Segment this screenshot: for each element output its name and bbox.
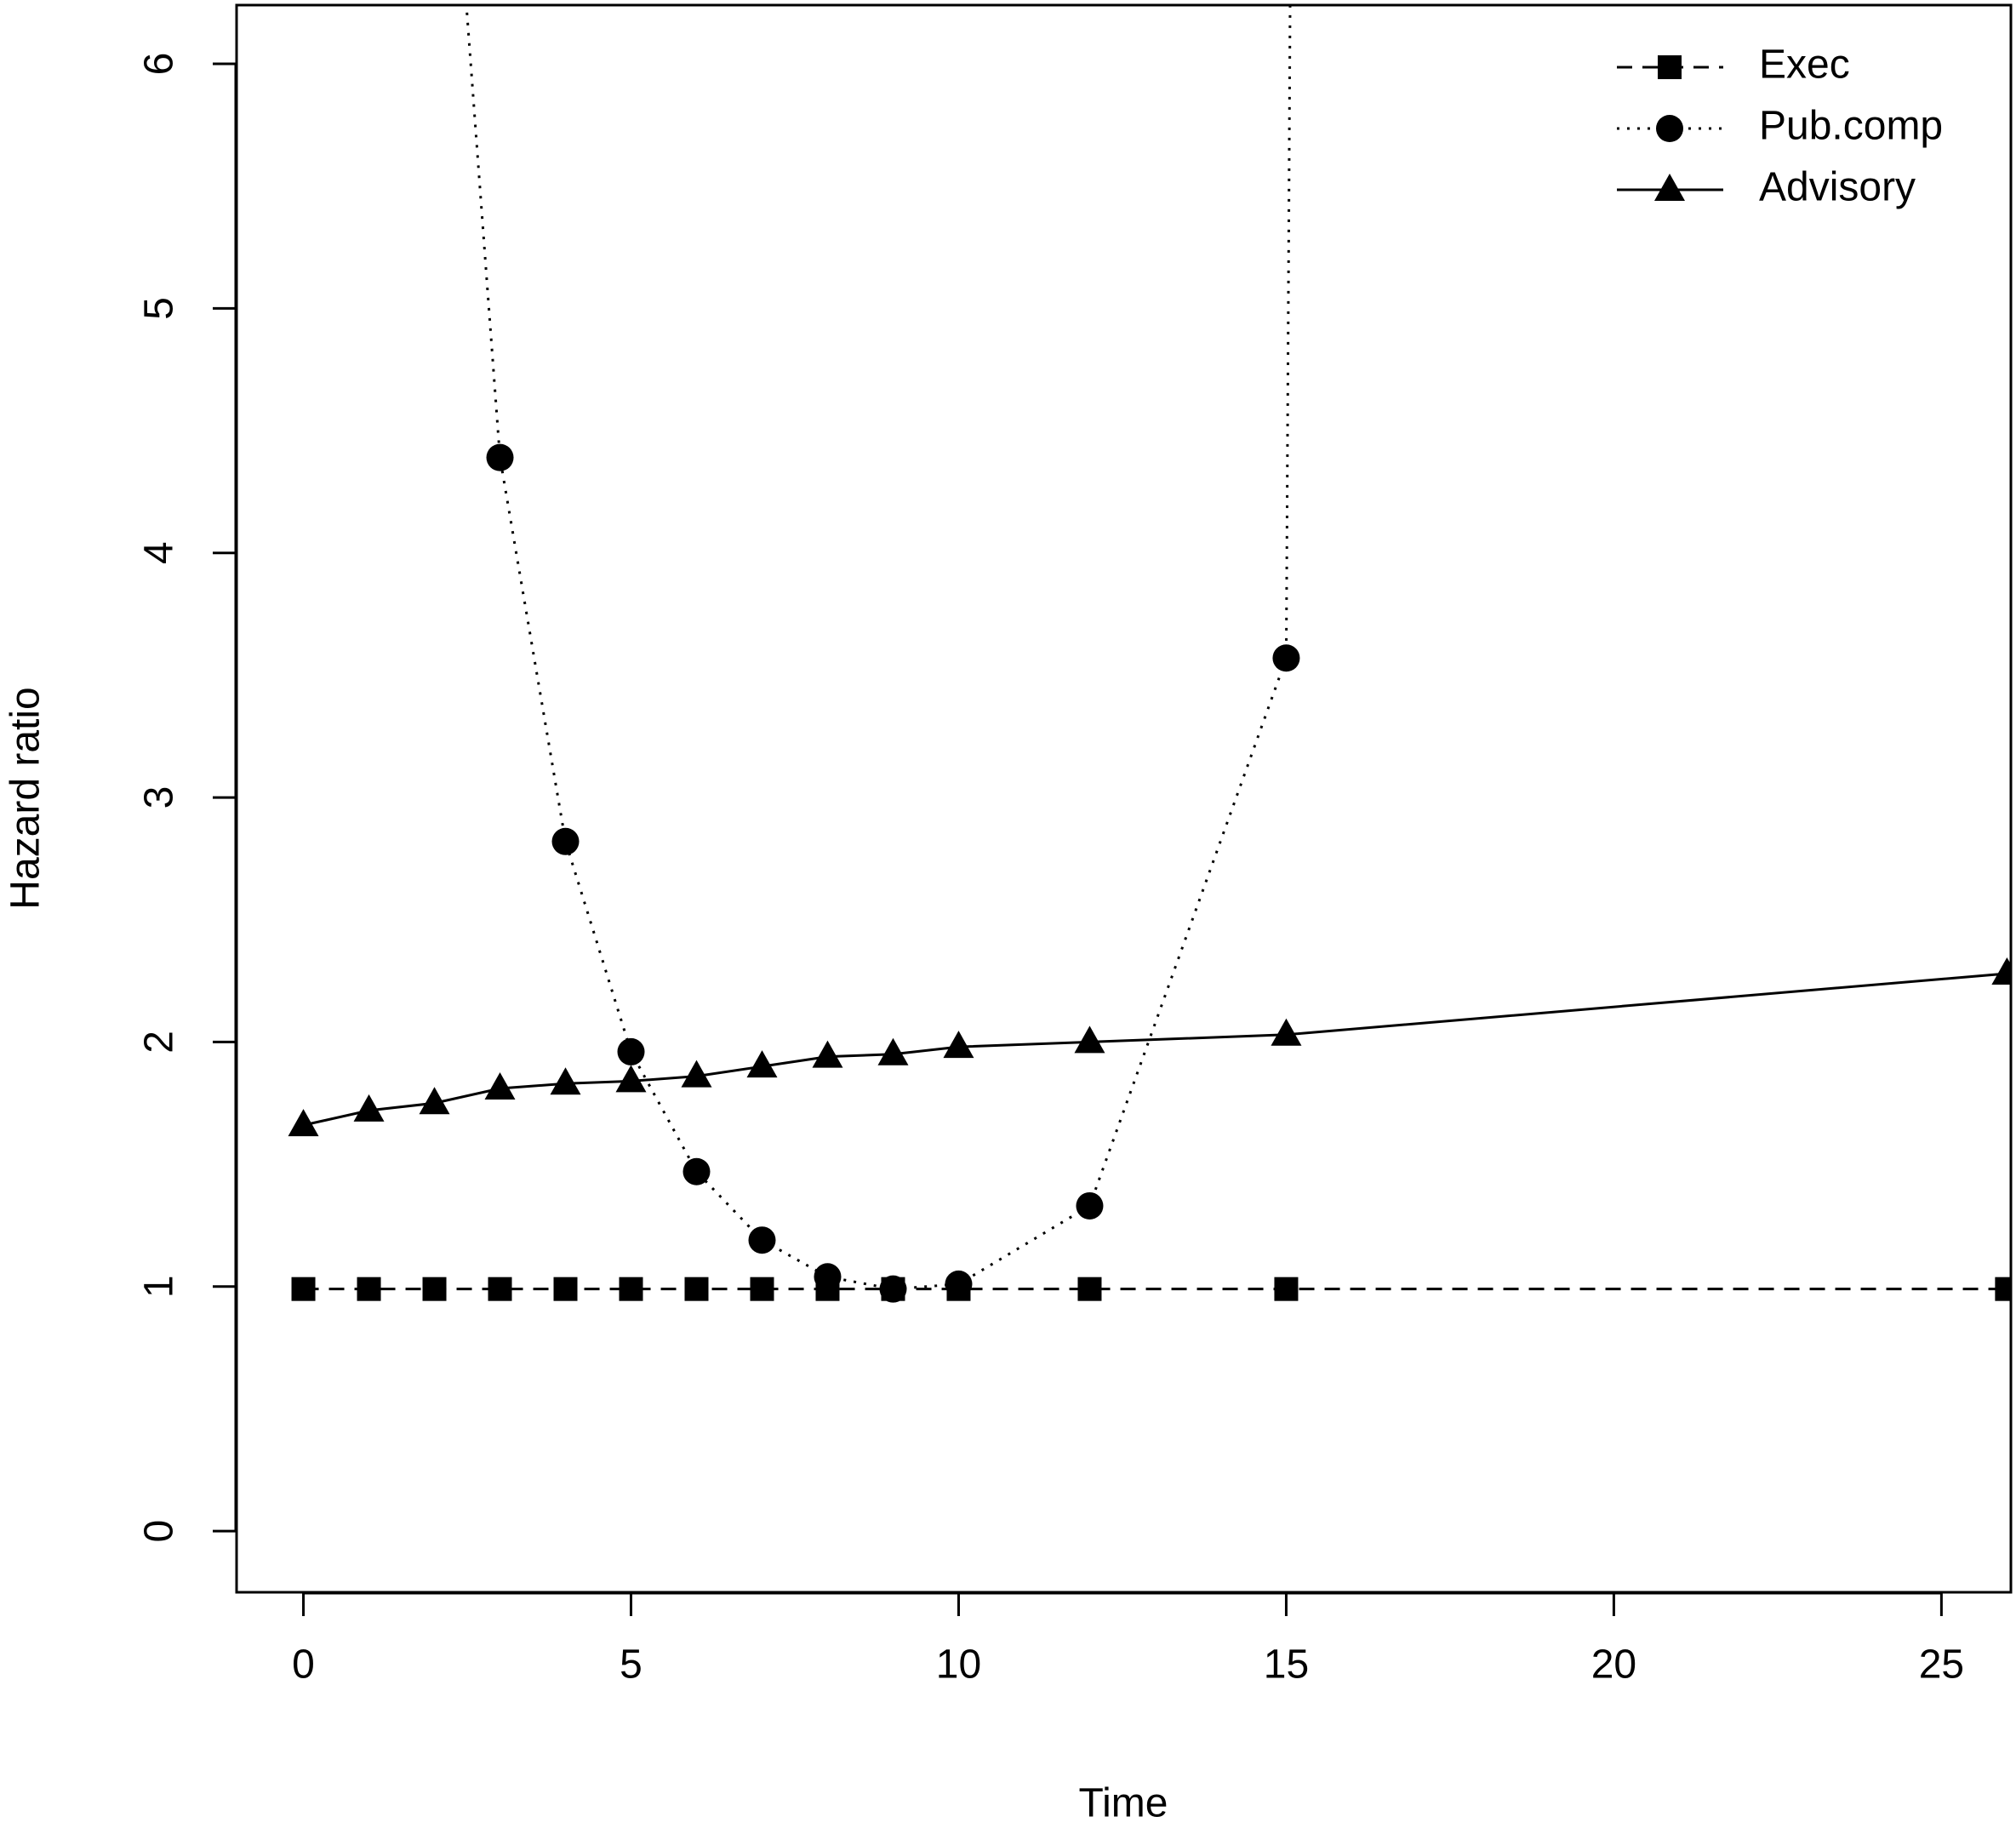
- point: [619, 1277, 643, 1301]
- y-tick-label: 4: [137, 541, 182, 564]
- y-tick-label: 2: [137, 1031, 182, 1054]
- point: [877, 1037, 909, 1065]
- y-tick-label: 3: [137, 786, 182, 809]
- point: [814, 1263, 842, 1291]
- point: [684, 1277, 709, 1301]
- y-tick-label: 1: [137, 1275, 182, 1298]
- plot-frame: [235, 3, 2013, 1594]
- point: [1074, 1025, 1105, 1054]
- point: [553, 1277, 578, 1301]
- point: [291, 1277, 316, 1301]
- x-tick-label: 10: [936, 1642, 981, 1688]
- point: [812, 1040, 843, 1068]
- x-axis-label: Time: [1079, 1781, 1168, 1826]
- point: [288, 1109, 319, 1137]
- legend-label: Exec: [1759, 43, 1850, 88]
- plot-area: [288, 5, 2011, 1303]
- x-tick-label: 15: [1264, 1642, 1309, 1688]
- legend-marker: [1658, 55, 1682, 79]
- y-tick-label: 5: [137, 297, 182, 320]
- point: [1274, 1277, 1299, 1301]
- point: [750, 1277, 774, 1301]
- x-tick-label: 0: [292, 1642, 315, 1688]
- point: [617, 1037, 645, 1065]
- legend-marker: [1656, 115, 1683, 142]
- point: [1271, 1018, 1302, 1046]
- x-tick-label: 25: [1919, 1642, 1964, 1688]
- series-line: [303, 972, 2007, 1127]
- legend-marker: [1654, 174, 1685, 201]
- point: [550, 1067, 581, 1095]
- y-tick-label: 0: [137, 1520, 182, 1543]
- point: [1995, 1277, 2011, 1301]
- point: [681, 1060, 712, 1088]
- point: [615, 1065, 647, 1093]
- y-axis-label: Hazard ratio: [3, 687, 49, 909]
- point: [419, 1087, 450, 1115]
- point: [422, 1277, 447, 1301]
- point: [551, 827, 580, 855]
- x-tick-label: 20: [1591, 1642, 1636, 1688]
- point: [1076, 1191, 1104, 1220]
- point: [1077, 1277, 1102, 1301]
- point: [943, 1031, 974, 1059]
- point: [484, 1072, 516, 1100]
- x-tick-label: 5: [620, 1642, 642, 1688]
- point: [748, 1226, 776, 1254]
- legend-label: Advisory: [1759, 165, 1916, 210]
- point: [1272, 644, 1300, 672]
- point: [1991, 957, 2011, 985]
- point: [746, 1050, 778, 1078]
- y-tick-label: 6: [137, 53, 182, 76]
- legend-label: Pub.comp: [1759, 104, 1943, 149]
- point: [353, 1094, 385, 1122]
- point: [357, 1277, 381, 1301]
- point: [945, 1270, 973, 1298]
- point: [486, 443, 514, 471]
- point: [682, 1157, 711, 1185]
- point: [879, 1275, 907, 1303]
- point: [488, 1277, 512, 1301]
